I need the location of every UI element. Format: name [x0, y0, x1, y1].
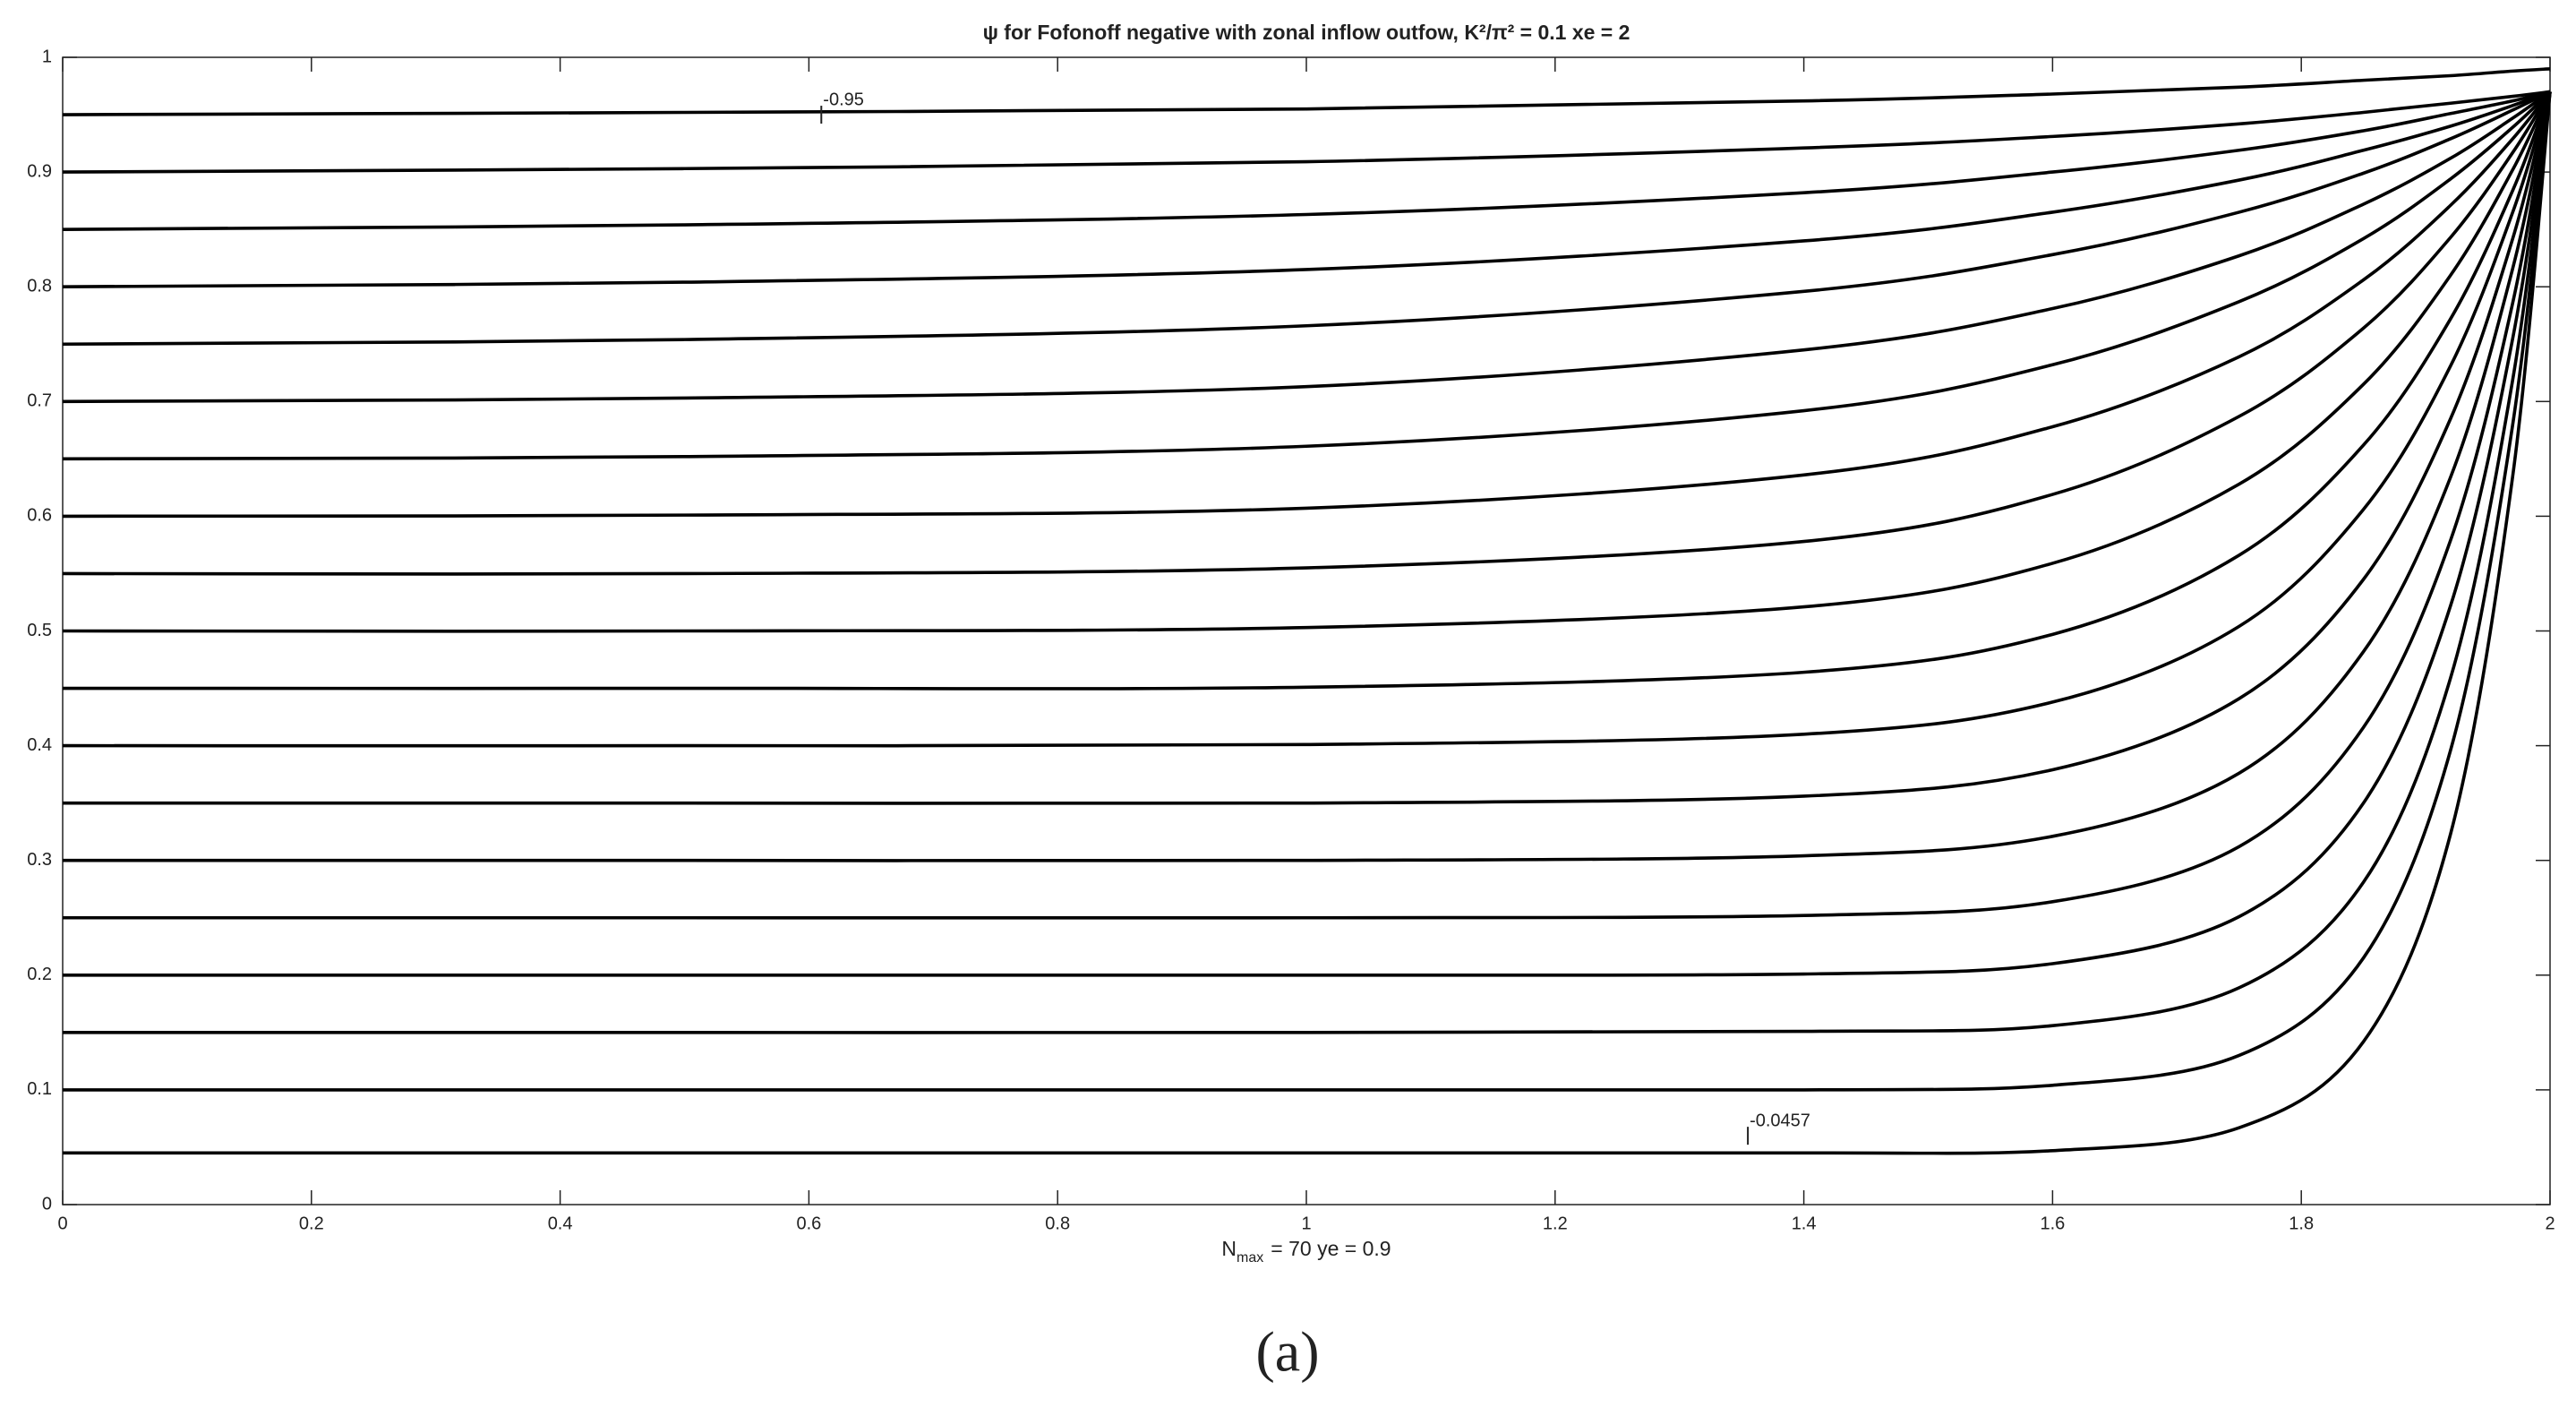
contour-label: -0.95 [823, 90, 864, 109]
contour-line [62, 90, 2552, 691]
y-tick-label: 0 [42, 1194, 52, 1214]
contour-line [62, 90, 2552, 519]
y-tick-label: 0.1 [27, 1079, 52, 1099]
contour-line [62, 90, 2552, 576]
contour-label: -0.0457 [1750, 1111, 1810, 1130]
contour-line [62, 91, 2552, 862]
y-tick-label: 0.7 [27, 391, 52, 411]
contour-line [63, 91, 2552, 1034]
x-label-rest: = 70 ye = 0.9 [1271, 1237, 1391, 1260]
contour-line [62, 90, 2552, 404]
x-tick-label: 0.2 [299, 1214, 324, 1233]
y-tick-label: 0.8 [27, 276, 52, 296]
contour-line [62, 90, 2552, 461]
x-tick-label: 0.4 [548, 1214, 573, 1233]
x-tick-label: 0.6 [796, 1214, 821, 1233]
x-tick-label: 1.8 [2289, 1214, 2314, 1233]
panel-label: (a) [1255, 1320, 1319, 1384]
x-label-base: N [1221, 1237, 1237, 1260]
y-tick-label: 1 [42, 47, 52, 66]
contour-line [62, 90, 2552, 633]
x-axis-label: Nmax = 70 ye = 0.9 [1221, 1237, 1391, 1265]
y-tick-label: 0.6 [27, 506, 52, 526]
x-tick-label: 2 [2545, 1214, 2555, 1233]
contour-line [62, 91, 2552, 1093]
contour-line [62, 90, 2551, 288]
y-tick-label: 0.4 [27, 735, 52, 755]
y-tick-label: 0.3 [27, 850, 52, 870]
chart-title: ψ for Fofonoff negative with zonal inflo… [983, 21, 1630, 44]
y-tick-label: 0.2 [27, 965, 52, 984]
contour-line [62, 90, 2552, 806]
y-tick-label: 0.5 [27, 621, 52, 640]
x-tick-label: 0 [57, 1214, 67, 1233]
contour-line [62, 90, 2551, 347]
contour-line [62, 91, 2552, 920]
contour-line [63, 91, 2552, 1155]
y-tick-label: 0.9 [27, 161, 52, 181]
contour-line [63, 91, 2552, 977]
contour-line [62, 90, 2552, 748]
x-tick-label: 1 [1301, 1214, 1311, 1233]
x-tick-label: 1.6 [2040, 1214, 2065, 1233]
contour-line [62, 90, 2551, 174]
contour-line [62, 90, 2551, 231]
x-tick-label: 0.8 [1045, 1214, 1070, 1233]
contour-line [62, 67, 2551, 116]
x-tick-label: 1.4 [1792, 1214, 1817, 1233]
x-label-sub: max [1237, 1250, 1263, 1265]
x-tick-label: 1.2 [1543, 1214, 1568, 1233]
